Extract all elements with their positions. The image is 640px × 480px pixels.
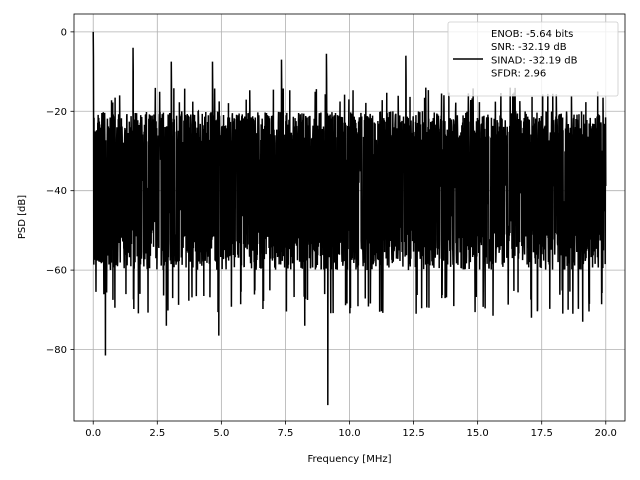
x-tick-label: 15.0 bbox=[467, 428, 489, 439]
legend: ENOB: -5.64 bits SNR: -32.19 dB SINAD: -32… bbox=[447, 21, 619, 97]
x-tick-label: 10.0 bbox=[338, 428, 360, 439]
x-tick-label: 2.5 bbox=[149, 428, 165, 439]
y-axis-label: PSD [dB] bbox=[17, 195, 28, 239]
x-tick-label: 5.0 bbox=[213, 428, 229, 439]
y-axis: 0 −20 −40 −60 −80 bbox=[46, 27, 74, 356]
x-axis-label: Frequency [MHz] bbox=[307, 454, 391, 465]
plot-area bbox=[92, 31, 607, 406]
x-tick-label: 12.5 bbox=[402, 428, 424, 439]
y-tick-label: −60 bbox=[46, 266, 67, 277]
x-axis: 0.0 2.5 5.0 7.5 10.0 12.5 15.0 17.5 20.0 bbox=[85, 421, 617, 439]
y-tick-label: −20 bbox=[46, 107, 67, 118]
x-tick-label: 0.0 bbox=[85, 428, 101, 439]
x-tick-label: 17.5 bbox=[531, 428, 553, 439]
y-tick-label: −80 bbox=[46, 345, 67, 356]
legend-box bbox=[447, 21, 619, 97]
psd-series-line bbox=[92, 31, 607, 406]
y-tick-label: 0 bbox=[61, 27, 67, 38]
x-tick-label: 20.0 bbox=[595, 428, 617, 439]
legend-label: ENOB: -5.64 bits SNR: -32.19 dB SINAD: -32… bbox=[491, 29, 578, 80]
y-tick-label: −40 bbox=[46, 186, 67, 197]
x-tick-label: 7.5 bbox=[277, 428, 293, 439]
